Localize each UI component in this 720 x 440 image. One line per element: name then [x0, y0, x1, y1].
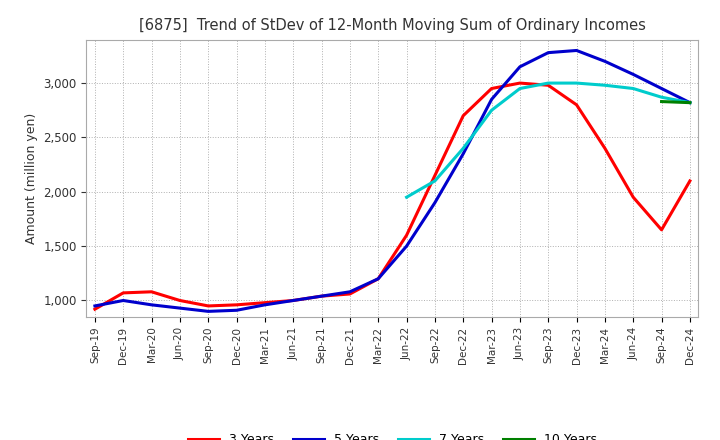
3 Years [91, 307, 99, 312]
5 Years [346, 289, 354, 294]
Line: 5 Years: 5 Years [95, 51, 690, 312]
5 Years [374, 276, 382, 282]
5 Years [318, 293, 326, 299]
3 Years [487, 86, 496, 91]
3 Years [516, 81, 524, 86]
3 Years [431, 173, 439, 178]
Line: 10 Years: 10 Years [662, 102, 690, 103]
5 Years [261, 302, 269, 308]
7 Years [516, 86, 524, 91]
3 Years [544, 83, 552, 88]
3 Years [318, 293, 326, 299]
5 Years [572, 48, 581, 53]
3 Years [148, 289, 156, 294]
Line: 7 Years: 7 Years [407, 83, 690, 197]
3 Years [176, 298, 184, 303]
3 Years [657, 227, 666, 232]
Line: 3 Years: 3 Years [95, 83, 690, 309]
7 Years [629, 86, 637, 91]
5 Years [487, 97, 496, 102]
3 Years [374, 276, 382, 282]
5 Years [629, 72, 637, 77]
5 Years [685, 100, 694, 105]
5 Years [459, 151, 467, 156]
7 Years [431, 178, 439, 183]
Legend: 3 Years, 5 Years, 7 Years, 10 Years: 3 Years, 5 Years, 7 Years, 10 Years [183, 429, 602, 440]
5 Years [289, 298, 297, 303]
7 Years [572, 81, 581, 86]
3 Years [233, 302, 241, 308]
3 Years [346, 291, 354, 297]
7 Years [600, 83, 609, 88]
5 Years [431, 200, 439, 205]
7 Years [402, 194, 411, 200]
3 Years [572, 102, 581, 107]
3 Years [600, 146, 609, 151]
5 Years [233, 308, 241, 313]
10 Years [657, 99, 666, 104]
7 Years [487, 108, 496, 113]
3 Years [261, 300, 269, 305]
5 Years [176, 305, 184, 311]
3 Years [289, 298, 297, 303]
3 Years [402, 233, 411, 238]
Y-axis label: Amount (million yen): Amount (million yen) [24, 113, 37, 244]
3 Years [204, 303, 212, 308]
7 Years [685, 100, 694, 105]
5 Years [402, 243, 411, 249]
5 Years [544, 50, 552, 55]
5 Years [119, 298, 127, 303]
5 Years [600, 59, 609, 64]
3 Years [459, 113, 467, 118]
Title: [6875]  Trend of StDev of 12-Month Moving Sum of Ordinary Incomes: [6875] Trend of StDev of 12-Month Moving… [139, 18, 646, 33]
5 Years [148, 302, 156, 308]
3 Years [685, 178, 694, 183]
5 Years [657, 86, 666, 91]
5 Years [516, 64, 524, 70]
3 Years [629, 194, 637, 200]
7 Years [657, 95, 666, 100]
7 Years [459, 146, 467, 151]
7 Years [544, 81, 552, 86]
5 Years [204, 309, 212, 314]
10 Years [685, 100, 694, 105]
3 Years [119, 290, 127, 296]
5 Years [91, 303, 99, 308]
